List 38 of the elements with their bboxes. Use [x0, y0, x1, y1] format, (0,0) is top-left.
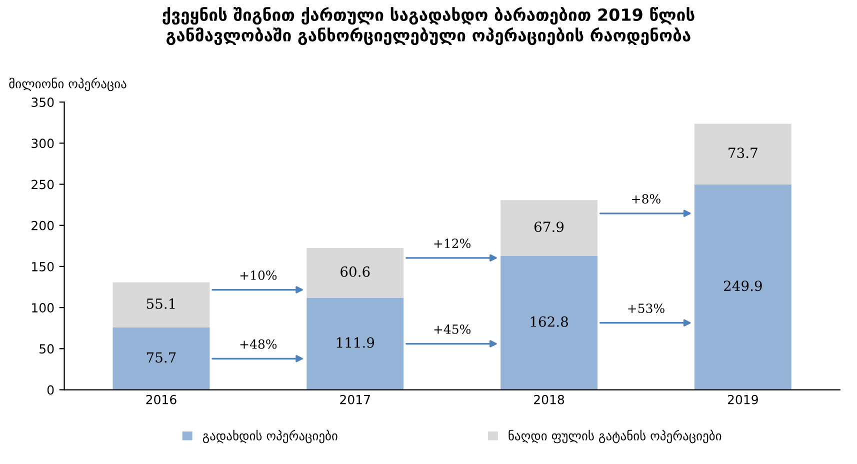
- bar: [500, 200, 598, 256]
- bar: [112, 282, 210, 328]
- x-tick-label: 2017: [340, 394, 370, 404]
- annotation: +12%: [434, 238, 471, 248]
- bar: [694, 124, 792, 184]
- y-tick-label: 200: [32, 220, 54, 230]
- y-tick-label: 350: [32, 98, 54, 108]
- y-tick-label: 100: [32, 303, 54, 312]
- bar: [500, 256, 598, 390]
- legend-label: ნაღდი ფულის გატანის ოპერაციები: [508, 430, 722, 444]
- y-tick-label: 250: [32, 180, 54, 190]
- annotation: +45%: [434, 324, 471, 334]
- data-label: 162.8: [530, 316, 568, 327]
- bar: [112, 328, 210, 390]
- data-label: 55.1: [146, 298, 175, 309]
- y-axis-title: მილიონი ოპერაცია: [9, 78, 126, 92]
- data-label: 111.9: [336, 337, 374, 348]
- data-label: 73.7: [728, 148, 758, 158]
- x-tick-label: 2019: [728, 394, 758, 404]
- y-tick-label: 0: [47, 385, 54, 395]
- data-label: 67.9: [534, 222, 564, 232]
- chart-title: ქვეყნის შიგნით ქართული საგადახდო ბარათებით 2019 წლის განმავლობაში განხორციელებული ოპერაციების რაოდენობა: [162, 6, 694, 46]
- x-tick-label: 2018: [534, 394, 564, 404]
- data-label: 60.6: [340, 266, 370, 277]
- bar: [306, 248, 404, 298]
- bar: [694, 184, 792, 390]
- data-label: 75.7: [146, 352, 176, 363]
- annotation: +53%: [628, 304, 664, 314]
- bar: [306, 298, 404, 390]
- data-label: 249.9: [724, 280, 762, 292]
- y-tick-label: 300: [32, 138, 54, 148]
- y-tick-label: 50: [40, 344, 54, 354]
- annotation: +8%: [632, 194, 660, 204]
- legend-label: გადახდის ოპერაციები: [202, 430, 338, 444]
- x-tick-label: 2016: [146, 394, 176, 404]
- y-tick-label: 150: [32, 262, 54, 272]
- annotation: +48%: [240, 339, 277, 349]
- annotation: +10%: [240, 270, 277, 280]
